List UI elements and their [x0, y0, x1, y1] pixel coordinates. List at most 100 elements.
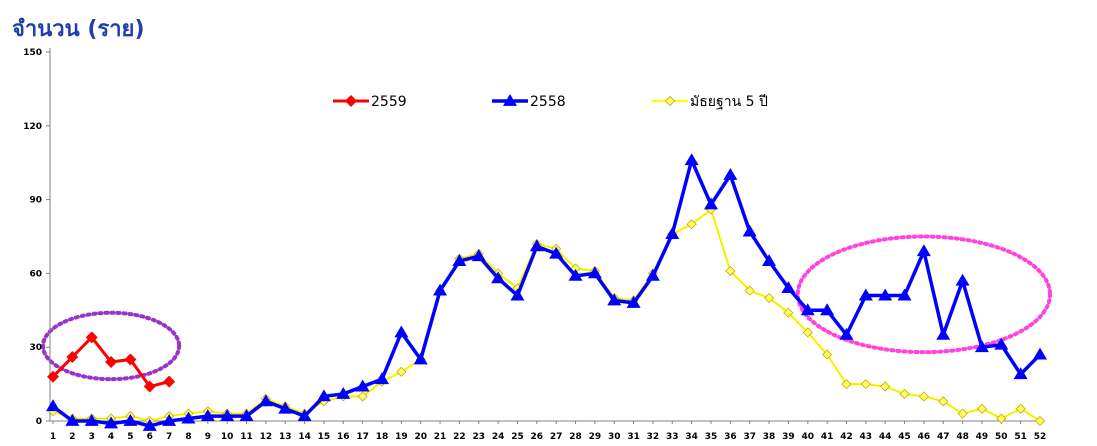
y-tick-label: 60 [29, 269, 42, 279]
x-tick-label: 20 [414, 432, 427, 442]
x-tick-label: 11 [240, 432, 253, 442]
highlight-ellipse [795, 234, 1052, 355]
x-tick-label: 33 [666, 432, 679, 442]
data-point-marker [396, 366, 407, 377]
data-point-marker [394, 325, 409, 338]
data-point-marker [84, 414, 99, 426]
data-point-marker [916, 244, 931, 257]
x-tick-label: 47 [937, 432, 950, 442]
legend-item: มัธยฐาน 5 ปี [652, 94, 768, 110]
data-point-marker [957, 408, 968, 419]
x-tick-label: 25 [511, 432, 524, 442]
series-line-edge [52, 209, 1041, 422]
data-point-marker [1013, 367, 1028, 380]
x-tick-label: 10 [221, 432, 234, 442]
x-tick-label: 21 [434, 432, 447, 442]
y-tick-label: 120 [23, 122, 42, 132]
y-tick-label: 0 [36, 417, 42, 427]
data-point-marker [549, 246, 564, 259]
legend: 2559 2558 มัธยฐาน 5 ปี [333, 94, 768, 110]
legend-label: 2559 [371, 94, 407, 110]
data-point-marker [65, 414, 80, 426]
data-point-marker [936, 327, 951, 340]
x-tick-label: 50 [995, 432, 1008, 442]
data-point-marker [897, 288, 912, 301]
data-point-marker [974, 340, 989, 353]
x-tick-label: 48 [956, 432, 969, 442]
data-point-marker [46, 399, 60, 412]
data-point-marker [336, 386, 351, 399]
x-tick-label: 3 [89, 432, 95, 442]
data-point-marker [471, 249, 486, 262]
data-point-marker [503, 94, 517, 106]
legend-item: 2559 [333, 94, 407, 110]
data-point-marker [938, 396, 949, 407]
y-tick-label: 30 [29, 343, 42, 353]
data-point-marker [47, 370, 59, 383]
data-point-marker [143, 380, 156, 393]
x-tick-label: 4 [108, 432, 114, 442]
x-tick-label: 37 [743, 432, 756, 442]
x-tick-label: 1 [50, 432, 56, 442]
x-tick-label: 49 [976, 432, 989, 442]
data-point-marker [357, 391, 368, 402]
data-point-marker [686, 219, 697, 230]
data-point-marker [568, 268, 583, 281]
data-point-marker [104, 416, 119, 429]
x-tick-label: 15 [318, 432, 331, 442]
x-tick-label: 23 [472, 432, 485, 442]
data-point-marker [433, 283, 448, 296]
data-point-marker [841, 379, 852, 390]
data-point-marker [684, 153, 699, 166]
data-point-marker [607, 293, 622, 306]
data-point-marker [123, 414, 138, 426]
x-tick-label: 41 [821, 432, 834, 442]
data-point-marker [200, 409, 215, 421]
data-point-marker [878, 288, 893, 301]
x-tick-label: 2 [69, 432, 75, 442]
series-1 [46, 153, 1047, 431]
annotations [41, 234, 1052, 382]
y-axis-label: จำนวน (ราย) [12, 17, 145, 42]
y-tick-label: 90 [29, 196, 42, 206]
data-point-marker [822, 349, 833, 360]
x-tick-label: 24 [492, 432, 505, 442]
x-tick-label: 28 [569, 432, 582, 442]
data-point-marker [723, 168, 738, 180]
data-point-marker [452, 254, 467, 266]
data-point-marker [626, 295, 641, 308]
data-point-marker [1015, 403, 1026, 414]
data-point-marker [355, 379, 370, 392]
x-tick-label: 30 [608, 432, 621, 442]
data-point-marker [742, 224, 757, 237]
x-tick-label: 16 [337, 432, 350, 442]
data-point-marker [162, 414, 177, 426]
data-point-marker [899, 388, 910, 400]
legend-label: มัธยฐาน 5 ปี [690, 94, 768, 110]
x-tick-label: 13 [279, 432, 292, 442]
x-tick-label: 5 [127, 432, 133, 442]
data-point-marker [918, 391, 929, 402]
data-point-marker [297, 409, 312, 421]
data-point-marker [725, 265, 736, 277]
data-point-marker [976, 403, 988, 414]
x-tick-label: 52 [1034, 432, 1047, 442]
data-point-marker [996, 413, 1007, 424]
data-point-marker [1033, 347, 1047, 360]
x-tick-label: 51 [1014, 432, 1027, 442]
x-tick-label: 29 [589, 432, 602, 442]
data-point-marker [645, 268, 660, 281]
legend-item: 2558 [492, 94, 566, 110]
data-point-marker [85, 331, 98, 344]
series-0 [47, 331, 176, 393]
data-point-marker [955, 273, 970, 286]
data-point-marker [1034, 415, 1046, 427]
x-tick-label: 46 [918, 432, 931, 442]
x-tick-label: 32 [647, 432, 660, 442]
x-tick-label: 34 [685, 432, 698, 442]
data-point-marker [783, 307, 794, 318]
x-tick-label: 35 [705, 432, 718, 442]
data-point-marker [664, 95, 676, 107]
